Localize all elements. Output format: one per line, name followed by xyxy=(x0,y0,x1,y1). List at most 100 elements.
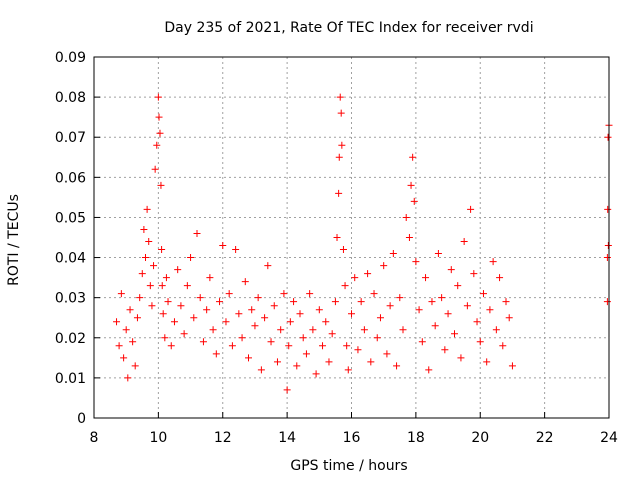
data-point xyxy=(380,262,388,270)
data-point xyxy=(115,342,123,350)
data-point xyxy=(309,326,317,334)
data-point xyxy=(261,314,269,322)
data-point xyxy=(174,266,182,274)
data-point xyxy=(216,298,224,306)
data-point xyxy=(407,181,415,189)
data-point xyxy=(267,338,275,346)
data-point xyxy=(344,366,352,374)
x-tick-label: 20 xyxy=(471,430,489,446)
data-point xyxy=(434,250,442,258)
data-point xyxy=(470,270,478,278)
data-point xyxy=(235,310,243,318)
data-point xyxy=(343,342,351,350)
data-point xyxy=(206,274,214,282)
data-point xyxy=(454,282,462,290)
data-point xyxy=(203,306,211,314)
data-point xyxy=(157,181,165,189)
data-point xyxy=(155,113,163,121)
data-point xyxy=(373,334,381,342)
data-point xyxy=(170,318,178,326)
data-point xyxy=(603,298,611,306)
data-point xyxy=(241,278,249,286)
data-points xyxy=(113,93,613,394)
data-point xyxy=(389,250,397,258)
data-point xyxy=(167,342,175,350)
y-tick-label: 0.08 xyxy=(55,90,86,106)
data-point xyxy=(393,362,401,370)
data-point xyxy=(162,274,170,282)
data-point xyxy=(328,330,336,338)
data-point xyxy=(431,322,439,330)
data-point xyxy=(463,302,471,310)
grid-lines xyxy=(94,57,609,418)
data-point xyxy=(140,225,148,233)
data-point xyxy=(302,350,310,358)
data-point xyxy=(467,205,475,213)
data-point xyxy=(225,290,233,298)
data-point xyxy=(339,246,347,254)
data-point xyxy=(257,366,265,374)
data-point xyxy=(145,238,153,246)
data-point xyxy=(154,93,162,101)
data-point xyxy=(412,258,420,266)
data-point xyxy=(337,109,345,117)
data-point xyxy=(156,129,164,137)
y-tick-label: 0.03 xyxy=(55,291,86,307)
data-point xyxy=(296,310,304,318)
data-point xyxy=(158,282,166,290)
y-tick-label: 0.06 xyxy=(55,170,86,186)
y-tick-label: 0.09 xyxy=(55,50,86,66)
data-point xyxy=(238,334,246,342)
data-point xyxy=(336,93,344,101)
x-axis-label: GPS time / hours xyxy=(290,458,407,474)
data-point xyxy=(146,282,154,290)
x-tick-label: 12 xyxy=(214,430,232,446)
data-point xyxy=(399,326,407,334)
data-point xyxy=(150,262,158,270)
data-point xyxy=(212,350,220,358)
data-point xyxy=(209,326,217,334)
data-point xyxy=(117,290,125,298)
data-point xyxy=(177,302,185,310)
data-point xyxy=(270,302,278,310)
x-tick-label: 10 xyxy=(149,430,167,446)
data-point xyxy=(505,314,513,322)
data-point xyxy=(376,314,384,322)
data-point xyxy=(451,330,458,338)
data-point xyxy=(447,266,455,274)
data-point xyxy=(603,254,611,262)
data-point xyxy=(245,354,252,362)
data-point xyxy=(136,294,144,302)
data-point xyxy=(151,165,159,173)
data-point xyxy=(438,294,446,302)
data-point xyxy=(143,205,151,213)
data-point xyxy=(489,258,497,266)
data-point xyxy=(364,270,372,278)
data-point xyxy=(486,306,494,314)
data-point xyxy=(351,274,359,282)
data-point xyxy=(604,242,612,250)
x-tick-label: 14 xyxy=(278,430,296,446)
data-point xyxy=(409,153,417,161)
x-tick-label: 8 xyxy=(90,430,99,446)
data-point xyxy=(196,294,204,302)
data-point xyxy=(428,298,436,306)
y-tick-label: 0.05 xyxy=(55,210,86,226)
data-point xyxy=(502,298,510,306)
data-point xyxy=(386,302,394,310)
data-point xyxy=(357,298,365,306)
data-point xyxy=(142,254,149,262)
data-point xyxy=(402,213,410,221)
data-point xyxy=(444,310,452,318)
y-axis-label: ROTI / TECUs xyxy=(6,194,22,286)
data-point xyxy=(251,322,259,330)
y-tick-label: 0.01 xyxy=(55,371,86,387)
data-point xyxy=(138,270,146,278)
data-point xyxy=(483,358,491,366)
data-point xyxy=(283,386,291,394)
data-point xyxy=(370,290,378,298)
plot-frame xyxy=(93,56,610,419)
data-point xyxy=(312,370,320,378)
